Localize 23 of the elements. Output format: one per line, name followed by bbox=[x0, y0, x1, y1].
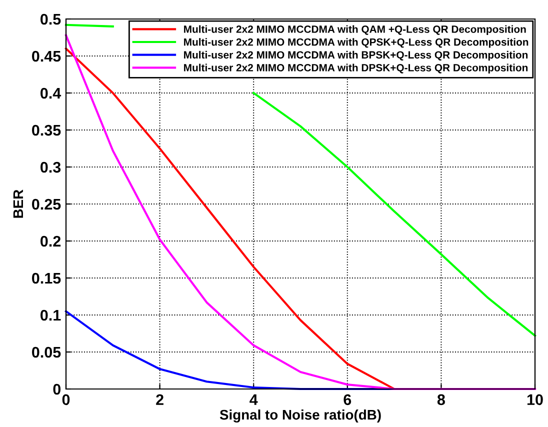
y-tick-label: 0.1 bbox=[40, 310, 61, 321]
y-tick-label: 0.45 bbox=[32, 50, 61, 62]
x-tick-label: 6 bbox=[344, 394, 352, 406]
y-tick-label: 0 bbox=[53, 384, 61, 395]
x-tick-label: 0 bbox=[62, 394, 70, 406]
y-tick-label: 0.2 bbox=[40, 236, 61, 247]
x-tick-label: 4 bbox=[250, 394, 258, 405]
y-tick-label: 0.35 bbox=[32, 124, 61, 136]
legend-label: Multi-user 2x2 MIMO MCCDMA with QAM +Q-Less QR Decomposition bbox=[184, 25, 526, 35]
y-tick-label: 0.3 bbox=[40, 162, 61, 173]
x-tick-label: 10 bbox=[527, 394, 543, 406]
x-tick-label: 8 bbox=[437, 394, 445, 406]
legend-label: Multi-user 2x2 MIMO MCCDMA with QPSK+Q-Less QR Decomposition bbox=[184, 38, 528, 48]
y-tick-label: 0.25 bbox=[32, 198, 61, 210]
y-tick-label: 0.15 bbox=[32, 272, 61, 284]
x-tick-label: 2 bbox=[156, 394, 164, 405]
y-tick-label: 0.5 bbox=[40, 14, 61, 25]
y-tick-label: 0.4 bbox=[40, 88, 62, 99]
x-axis-title: Signal to Noise ratio(dB) bbox=[220, 409, 381, 422]
y-tick-label: 0.05 bbox=[32, 346, 61, 358]
legend-label: Multi-user 2x2 MIMO MCCDMA with DPSK+Q-Less QR Decomposition bbox=[184, 64, 528, 74]
legend-label: Multi-user 2x2 MIMO MCCDMA with BPSK+Q-Less QR Decomposition bbox=[184, 50, 528, 61]
y-axis-title: BER bbox=[13, 190, 23, 218]
